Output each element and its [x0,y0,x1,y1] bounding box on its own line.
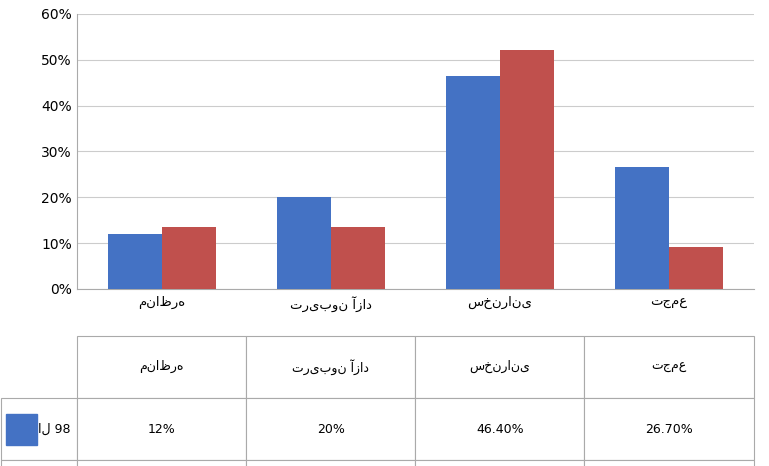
Bar [500,50,554,289]
Bar [446,76,500,289]
Bar [277,197,331,289]
Bar [669,247,723,289]
Bar [614,166,669,289]
Bar [161,226,216,289]
Bar [108,234,161,289]
Bar [331,226,384,289]
